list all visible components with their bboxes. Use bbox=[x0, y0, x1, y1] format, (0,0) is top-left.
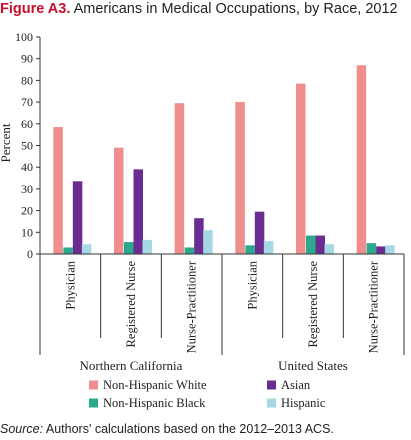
legend-swatch bbox=[89, 398, 98, 408]
bar-non-hispanic-white bbox=[174, 103, 185, 254]
bar-asian bbox=[254, 211, 265, 254]
figure-title: Figure A3. Americans in Medical Occupati… bbox=[0, 1, 398, 17]
y-tick-label: 50 bbox=[21, 139, 33, 153]
bar-non-hispanic-black bbox=[184, 247, 195, 254]
legend-swatch bbox=[267, 380, 276, 390]
source-text: Authors' calculations based on the 2012–… bbox=[45, 422, 334, 436]
bar-asian bbox=[133, 169, 143, 254]
x-tick-label: Physician bbox=[63, 260, 77, 309]
x-tick-label: Nurse-Practitioner bbox=[367, 260, 381, 353]
x-tick-label: Nurse-Practitioner bbox=[185, 260, 199, 353]
source-note: Source: Authors' calculations based on t… bbox=[0, 422, 334, 436]
bar-hispanic bbox=[324, 244, 334, 254]
bar-hispanic bbox=[203, 230, 213, 254]
legend-label: Non-Hispanic Black bbox=[103, 396, 206, 410]
bar-hispanic bbox=[263, 240, 274, 254]
y-tick-label: 80 bbox=[21, 73, 33, 87]
y-tick-label: 40 bbox=[21, 160, 33, 174]
y-axis-label: Percent bbox=[0, 123, 13, 162]
bar-asian bbox=[72, 181, 83, 254]
bar-non-hispanic-white bbox=[114, 147, 124, 254]
group-label: Northern California bbox=[80, 358, 183, 373]
source-label: Source: bbox=[0, 422, 44, 436]
bar-hispanic bbox=[142, 239, 152, 254]
x-tick-label: Registered Nurse bbox=[306, 261, 320, 348]
bar-non-hispanic-black bbox=[245, 245, 255, 254]
bar-non-hispanic-black bbox=[63, 247, 73, 254]
figure-label: Figure A3. bbox=[0, 1, 71, 17]
x-axis: Physician Registered Nurse Nurse-Practitio… bbox=[39, 253, 405, 373]
legend-label: Asian bbox=[281, 378, 311, 392]
bar-asian bbox=[194, 218, 204, 254]
bar-non-hispanic-white bbox=[235, 102, 245, 254]
group-label: United States bbox=[278, 358, 348, 373]
y-tick-label: 70 bbox=[21, 95, 33, 109]
bars bbox=[53, 65, 395, 255]
x-tick-label: Physician bbox=[245, 260, 259, 309]
legend-label: Non-Hispanic White bbox=[103, 378, 207, 392]
bar-non-hispanic-white bbox=[53, 127, 63, 254]
legend-swatch bbox=[89, 380, 98, 390]
legend: Non-Hispanic White Asian Non-Hispanic Blac… bbox=[89, 378, 326, 410]
y-tick-label: 90 bbox=[21, 52, 33, 66]
bar-non-hispanic-white bbox=[296, 83, 306, 254]
bar-non-hispanic-black bbox=[306, 235, 316, 254]
y-axis-ticks: 0 10 20 30 40 50 60 70 80 90 100 bbox=[15, 30, 41, 261]
bar-asian bbox=[376, 246, 386, 254]
bar-hispanic bbox=[81, 244, 92, 254]
figure-title-text: Americans in Medical Occupations, by Rac… bbox=[73, 1, 398, 17]
y-tick-label: 100 bbox=[15, 30, 33, 44]
y-tick-label: 10 bbox=[21, 225, 33, 239]
bar-hispanic bbox=[385, 245, 395, 254]
bar-non-hispanic-black bbox=[124, 242, 134, 254]
legend-label: Hispanic bbox=[281, 396, 326, 410]
y-tick-label: 20 bbox=[21, 204, 33, 218]
bar-non-hispanic-black bbox=[366, 243, 377, 254]
y-tick-label: 0 bbox=[27, 247, 33, 261]
y-tick-label: 30 bbox=[21, 182, 33, 196]
bar-asian bbox=[315, 235, 325, 254]
x-tick-label: Registered Nurse bbox=[124, 261, 138, 348]
bar-non-hispanic-white bbox=[356, 65, 367, 255]
legend-swatch bbox=[267, 398, 276, 408]
y-tick-label: 60 bbox=[21, 117, 33, 131]
